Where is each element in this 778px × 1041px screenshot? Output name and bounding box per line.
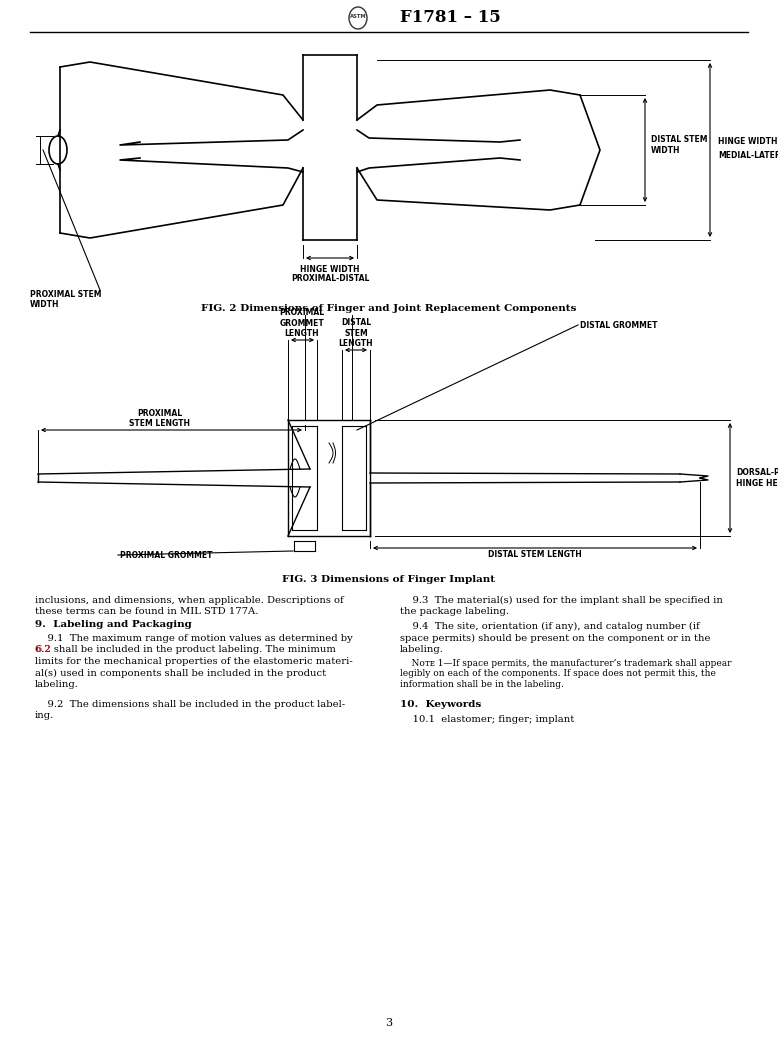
Text: ing.: ing. [35, 711, 54, 720]
Text: the package labeling.: the package labeling. [400, 608, 509, 616]
Text: F1781 – 15: F1781 – 15 [400, 9, 501, 26]
Text: labeling.: labeling. [35, 680, 79, 689]
Text: 10.1  elastomer; finger; implant: 10.1 elastomer; finger; implant [400, 715, 574, 723]
Text: these terms can be found in MIL STD 177A.: these terms can be found in MIL STD 177A… [35, 608, 258, 616]
Text: HINGE WIDTH: HINGE WIDTH [300, 265, 359, 274]
Text: limits for the mechanical properties of the elastomeric materi-: limits for the mechanical properties of … [35, 657, 352, 666]
Text: DISTAL
STEM
LENGTH: DISTAL STEM LENGTH [338, 319, 373, 348]
Text: PROXIMAL-DISTAL: PROXIMAL-DISTAL [291, 274, 370, 283]
Text: PROXIMAL STEM
WIDTH: PROXIMAL STEM WIDTH [30, 290, 101, 309]
Text: MEDIAL-LATERAL: MEDIAL-LATERAL [718, 151, 778, 159]
Text: al(s) used in components shall be included in the product: al(s) used in components shall be includ… [35, 668, 326, 678]
Text: Nᴏᴛᴇ 1—If space permits, the manufacturer’s trademark shall appear: Nᴏᴛᴇ 1—If space permits, the manufacture… [400, 659, 731, 668]
Text: PROXIMAL
GROMMET
LENGTH: PROXIMAL GROMMET LENGTH [279, 308, 324, 338]
Text: labeling.: labeling. [400, 645, 444, 654]
Text: DISTAL STEM
WIDTH: DISTAL STEM WIDTH [651, 135, 707, 155]
Text: DISTAL STEM LENGTH: DISTAL STEM LENGTH [488, 550, 582, 559]
Text: 10.  Keywords: 10. Keywords [400, 700, 482, 709]
Text: 9.2  The dimensions shall be included in the product label-: 9.2 The dimensions shall be included in … [35, 700, 345, 709]
Text: FIG. 2 Dimensions of Finger and Joint Replacement Components: FIG. 2 Dimensions of Finger and Joint Re… [202, 304, 576, 313]
Text: DISTAL GROMMET: DISTAL GROMMET [580, 321, 657, 330]
Text: information shall be in the labeling.: information shall be in the labeling. [400, 680, 564, 689]
Text: 6.2: 6.2 [35, 645, 51, 655]
Text: ASTM: ASTM [349, 15, 366, 20]
Text: PROXIMAL
STEM LENGTH: PROXIMAL STEM LENGTH [129, 409, 191, 428]
Text: 9.4  The site, orientation (if any), and catalog number (if: 9.4 The site, orientation (if any), and … [400, 623, 699, 631]
Text: PROXIMAL GROMMET: PROXIMAL GROMMET [120, 551, 212, 559]
Text: legibly on each of the components. If space does not permit this, the: legibly on each of the components. If sp… [400, 669, 716, 679]
Text: HINGE WIDTH: HINGE WIDTH [718, 137, 777, 147]
Text: DORSAL-PALMAR
HINGE HEIGHT: DORSAL-PALMAR HINGE HEIGHT [736, 468, 778, 487]
Text: space permits) should be present on the component or in the: space permits) should be present on the … [400, 634, 710, 642]
Text: 9.  Labeling and Packaging: 9. Labeling and Packaging [35, 620, 191, 629]
Text: 9.3  The material(s) used for the implant shall be specified in: 9.3 The material(s) used for the implant… [400, 596, 723, 605]
Text: inclusions, and dimensions, when applicable. Descriptions of: inclusions, and dimensions, when applica… [35, 596, 344, 605]
Text: 3: 3 [385, 1018, 393, 1029]
Text: 9.1  The maximum range of motion values as determined by: 9.1 The maximum range of motion values a… [35, 634, 352, 643]
Text: FIG. 3 Dimensions of Finger Implant: FIG. 3 Dimensions of Finger Implant [282, 575, 496, 584]
Text: 6.2 shall be included in the product labeling. The minimum: 6.2 shall be included in the product lab… [35, 645, 336, 655]
